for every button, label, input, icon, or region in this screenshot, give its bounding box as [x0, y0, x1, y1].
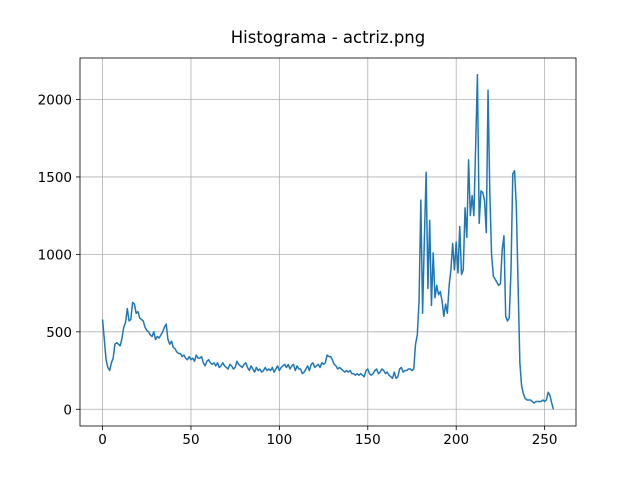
axes-frame [79, 57, 577, 427]
x-tick-label: 50 [182, 432, 199, 448]
x-tick-label: 150 [355, 432, 381, 448]
data-line [101, 73, 555, 410]
x-tick-label: 100 [266, 432, 292, 448]
x-tick-label: 200 [443, 432, 469, 448]
y-tick-label: 1500 [38, 170, 72, 186]
x-tick-label: 0 [98, 432, 107, 448]
x-tick-label: 250 [532, 432, 558, 448]
y-tick-label: 2000 [38, 93, 72, 109]
y-tick-label: 500 [46, 325, 72, 341]
y-tick-label: 1000 [38, 247, 72, 263]
chart-title: Histograma - actriz.png [231, 28, 425, 47]
y-tick-label: 0 [63, 402, 72, 418]
